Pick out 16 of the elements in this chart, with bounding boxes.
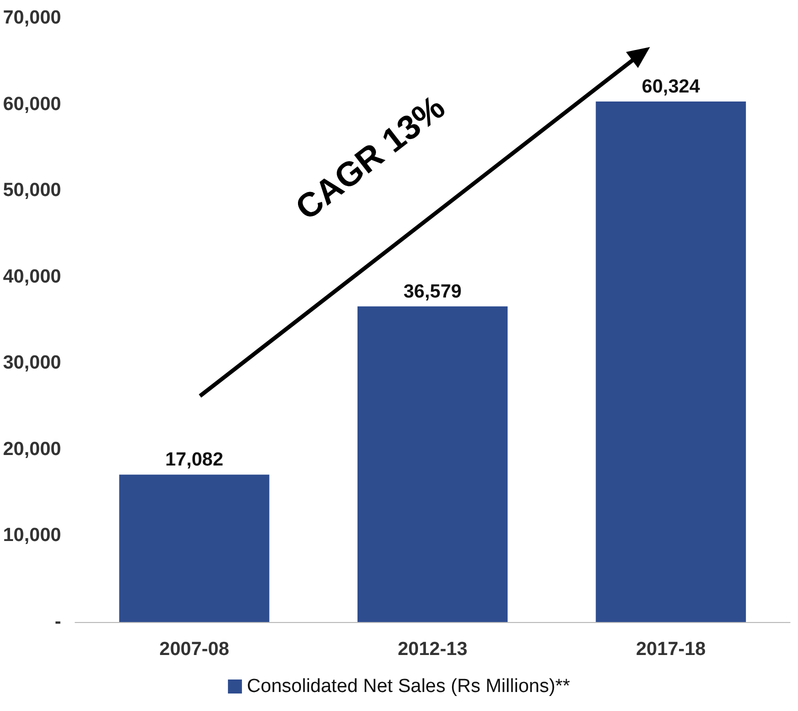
- data-label: 36,579: [403, 281, 462, 302]
- y-tick-label: 40,000: [2, 266, 62, 288]
- y-tick-label: -: [54, 612, 62, 632]
- y-tick-label: 70,000: [2, 8, 62, 28]
- y-tick-label: 50,000: [2, 180, 62, 202]
- y-tick-label: 60,000: [2, 94, 62, 115]
- x-tick-label: 2012-13: [398, 639, 468, 660]
- x-tick-label: 2017-18: [636, 639, 706, 660]
- y-tick-label: 20,000: [2, 438, 62, 460]
- data-label: 17,082: [165, 450, 224, 471]
- legend-label: Consolidated Net Sales (Rs Millions)**: [246, 676, 571, 697]
- y-tick-label: 10,000: [2, 525, 62, 546]
- y-tick-label: 30,000: [2, 352, 62, 374]
- x-tick-label: 2007-08: [159, 639, 230, 660]
- bar: [119, 474, 270, 622]
- data-label: 60,324: [642, 76, 700, 98]
